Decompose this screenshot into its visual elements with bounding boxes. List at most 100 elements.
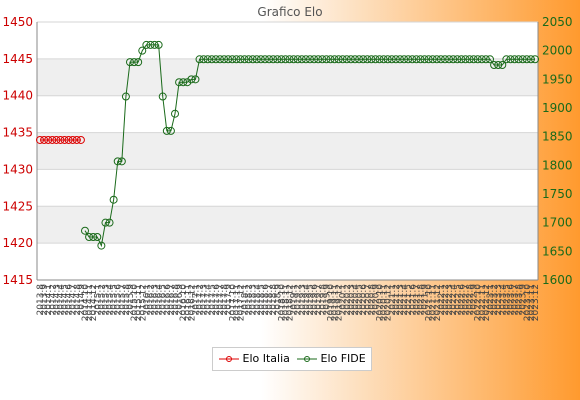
x-tick-label: 2017.10 [228, 284, 238, 321]
x-tick-label: 2023.10 [523, 284, 533, 321]
series-line-elo-fide [84, 44, 535, 248]
data-point-elo-fide [265, 55, 274, 64]
y-right-tick-label: 1850 [542, 130, 573, 144]
x-tick-label: 2018.1 [241, 284, 251, 316]
x-tick-label: 2013.9 [40, 284, 50, 316]
data-point-elo-fide [252, 55, 261, 64]
x-tick-label: 2018.8 [269, 284, 279, 316]
x-tick-label: 2022.4 [449, 284, 459, 316]
data-point-elo-fide [93, 233, 102, 241]
y-right-tick-label: 1750 [542, 187, 573, 201]
data-point-elo-fide [387, 55, 396, 64]
x-tick-label: 2014.3 [52, 284, 62, 316]
data-point-elo-fide [461, 55, 470, 64]
data-point-elo-fide [416, 55, 425, 64]
x-tick-label: 2013.8 [36, 284, 46, 316]
x-tick-label: 2022.7 [461, 284, 471, 316]
x-tick-label: 2015.11 [134, 284, 144, 321]
data-point-elo-fide [285, 55, 294, 64]
data-point-elo-fide [514, 55, 523, 64]
data-point-elo-fide [130, 58, 139, 67]
x-tick-label: 2023.12 [531, 284, 541, 321]
data-point-elo-fide [293, 55, 302, 64]
x-tick-label: 2023.8 [515, 284, 525, 316]
data-point-elo-fide [531, 55, 539, 64]
x-tick-label: 2019.9 [322, 284, 332, 316]
data-point-elo-italia [68, 135, 77, 144]
x-tick-label: 2016.10 [179, 284, 189, 321]
x-tick-label: 2021.10 [425, 284, 435, 321]
data-point-elo-fide [486, 55, 494, 64]
x-tick-label: 2019.5 [306, 284, 316, 316]
data-point-elo-fide [506, 55, 515, 64]
x-tick-label: 2023.2 [490, 284, 500, 316]
x-tick-label: 2015.1 [93, 284, 103, 316]
data-point-elo-fide [81, 226, 89, 235]
data-point-elo-fide [351, 55, 359, 64]
x-tick-label: 2015.12 [138, 284, 148, 321]
data-point-elo-fide [191, 75, 200, 84]
y-left-tick-label: 1430 [2, 162, 33, 176]
data-point-elo-fide [175, 78, 184, 87]
x-tick-label: 2019.8 [318, 284, 328, 316]
data-point-elo-fide [314, 55, 323, 64]
data-point-elo-fide [355, 55, 364, 64]
data-point-elo-fide [199, 55, 208, 64]
data-point-elo-fide [396, 55, 404, 64]
data-point-elo-fide [330, 55, 339, 64]
data-point-elo-fide [109, 195, 118, 204]
x-tick-label: 2022.1 [437, 284, 447, 316]
x-tick-label: 2017.1 [191, 284, 201, 316]
data-point-elo-fide [183, 78, 192, 87]
x-tick-label: 2021.3 [396, 284, 406, 316]
data-point-elo-fide [138, 46, 147, 55]
data-point-elo-fide [236, 55, 245, 64]
x-tick-label: 2023.5 [502, 284, 512, 316]
data-point-elo-fide [220, 55, 229, 64]
data-point-elo-fide [391, 55, 400, 64]
x-tick-label: 2019.2 [294, 284, 304, 316]
x-tick-label: 2016.8 [171, 284, 181, 316]
x-tick-label: 2021.6 [408, 284, 418, 316]
data-point-elo-fide [244, 55, 253, 64]
data-point-elo-italia [48, 135, 57, 144]
x-tick-label: 2019.3 [298, 284, 308, 316]
x-tick-label: 2014.4 [56, 284, 66, 316]
data-point-elo-fide [359, 55, 368, 64]
x-tick-label: 2014.2 [48, 284, 58, 316]
data-point-elo-fide [306, 55, 314, 64]
data-point-elo-fide [166, 126, 175, 135]
data-point-elo-italia [56, 135, 65, 144]
data-point-elo-fide [469, 55, 478, 64]
data-point-elo-fide [379, 55, 388, 64]
x-tick-label: 2021.7 [412, 284, 422, 316]
x-tick-label: 2021.12 [433, 284, 443, 321]
data-point-elo-fide [240, 55, 249, 64]
x-tick-label: 2016.12 [187, 284, 197, 321]
x-tick-label: 2019.10 [326, 284, 336, 321]
data-point-elo-fide [453, 55, 462, 64]
data-point-elo-fide [400, 55, 409, 64]
data-point-elo-fide [342, 55, 351, 64]
data-point-elo-fide [273, 55, 282, 64]
x-tick-label: 2017.12 [236, 284, 246, 321]
x-tick-label: 2020.9 [371, 284, 381, 316]
data-point-elo-fide [261, 55, 269, 64]
x-tick-label: 2020.10 [376, 284, 386, 321]
y-left-tick-label: 1440 [2, 89, 33, 103]
data-point-elo-fide [326, 55, 335, 64]
x-tick-label: 2015.8 [122, 284, 132, 316]
legend-swatch-fide [297, 354, 317, 364]
data-point-elo-fide [101, 218, 110, 227]
data-point-elo-fide [126, 58, 134, 67]
x-tick-label: 2014.8 [73, 284, 83, 316]
y-left-tick-label: 1450 [2, 15, 33, 29]
x-tick-label: 2020.8 [367, 284, 377, 316]
data-point-elo-fide [465, 55, 474, 64]
x-tick-label: 2022.3 [445, 284, 455, 316]
data-point-elo-fide [322, 55, 331, 64]
data-point-elo-fide [121, 92, 130, 101]
y-right-tick-label: 1800 [542, 158, 573, 172]
data-point-elo-fide [117, 157, 126, 166]
x-tick-label: 2014.11 [85, 284, 95, 321]
